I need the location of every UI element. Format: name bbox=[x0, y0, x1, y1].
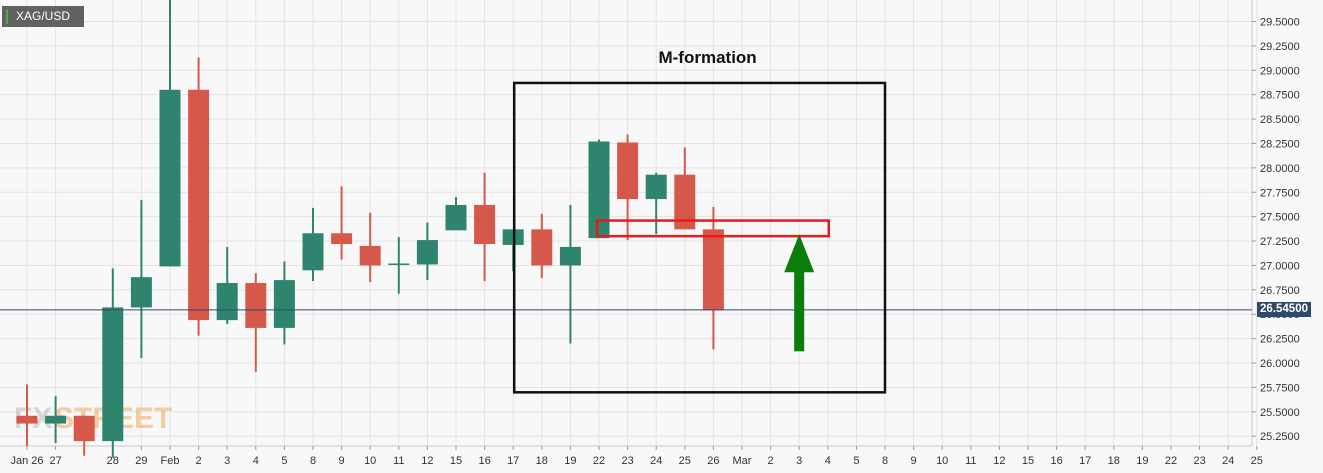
x-tick-label: 24 bbox=[1222, 455, 1234, 467]
y-tick-label: 25.2500 bbox=[1260, 431, 1300, 443]
x-tick-label: 3 bbox=[224, 455, 230, 467]
candle-up bbox=[445, 204, 467, 231]
candle-up bbox=[216, 283, 238, 321]
y-tick-label: 26.0000 bbox=[1260, 358, 1300, 370]
x-tick-label: 19 bbox=[564, 455, 576, 467]
x-tick-label: 12 bbox=[421, 455, 433, 467]
candle-down bbox=[617, 142, 639, 200]
candle-up bbox=[645, 174, 667, 200]
x-tick-label: 4 bbox=[825, 455, 831, 467]
x-tick-label: 17 bbox=[1079, 455, 1091, 467]
neckline-zone bbox=[595, 219, 831, 238]
candle-down bbox=[245, 283, 267, 328]
candle-up bbox=[588, 141, 610, 239]
x-tick-label: 28 bbox=[107, 455, 119, 467]
candle-up bbox=[273, 280, 295, 328]
x-tick-label: 2 bbox=[768, 455, 774, 467]
x-tick-label: 15 bbox=[450, 455, 462, 467]
candle-down bbox=[474, 204, 496, 244]
candle-down bbox=[16, 415, 38, 424]
candle-down bbox=[188, 89, 210, 321]
x-tick-label: 18 bbox=[536, 455, 548, 467]
y-tick-label: 27.2500 bbox=[1260, 236, 1300, 248]
x-tick-label: 5 bbox=[853, 455, 859, 467]
candle-down bbox=[331, 233, 353, 244]
candle-up bbox=[416, 240, 438, 265]
x-tick-label: 15 bbox=[1022, 455, 1034, 467]
symbol-badge[interactable]: XAG/USD bbox=[2, 6, 85, 27]
y-tick-label: 28.2500 bbox=[1260, 138, 1300, 150]
x-tick-label: 29 bbox=[135, 455, 147, 467]
x-tick-label: 11 bbox=[393, 455, 404, 467]
x-tick-label: 27 bbox=[49, 455, 61, 467]
up-arrow-icon bbox=[784, 234, 815, 352]
candle-down bbox=[674, 174, 696, 230]
m-formation-title: M-formation bbox=[658, 48, 756, 67]
candle-up bbox=[130, 277, 152, 308]
candle-down bbox=[73, 415, 95, 442]
x-tick-label: Mar bbox=[733, 455, 752, 467]
candle-down bbox=[531, 229, 553, 266]
x-tick-label: 9 bbox=[911, 455, 917, 467]
candle-up bbox=[102, 307, 124, 442]
y-axis-labels: 25.250025.500025.750026.000026.250026.50… bbox=[1252, 16, 1300, 443]
x-tick-label: 23 bbox=[1193, 455, 1205, 467]
y-tick-label: 29.0000 bbox=[1260, 65, 1300, 77]
candle-up bbox=[302, 233, 324, 271]
x-tick-label: 25 bbox=[1251, 455, 1263, 467]
x-tick-label: 9 bbox=[339, 455, 345, 467]
y-tick-label: 27.7500 bbox=[1260, 187, 1300, 199]
arrow-head bbox=[784, 234, 815, 273]
x-tick-label: 24 bbox=[650, 455, 662, 467]
x-tick-label: 19 bbox=[1136, 455, 1148, 467]
x-tick-label: 12 bbox=[993, 455, 1005, 467]
symbol-label: XAG/USD bbox=[16, 9, 71, 23]
x-tick-label: 16 bbox=[478, 455, 490, 467]
x-tick-label: Jan 26 bbox=[10, 455, 43, 467]
current-price-label: 26.54500 bbox=[1260, 303, 1308, 316]
x-tick-label: Feb bbox=[161, 455, 180, 467]
candle-down bbox=[359, 245, 381, 266]
x-tick-label: 25 bbox=[679, 455, 691, 467]
x-tick-label: 4 bbox=[253, 455, 259, 467]
candle-up bbox=[388, 263, 410, 266]
arrow-shaft bbox=[794, 270, 805, 352]
y-tick-label: 27.0000 bbox=[1260, 260, 1300, 272]
y-tick-label: 28.5000 bbox=[1260, 114, 1300, 126]
x-tick-label: 2 bbox=[196, 455, 202, 467]
x-tick-label: 18 bbox=[1108, 455, 1120, 467]
y-tick-label: 29.5000 bbox=[1260, 16, 1300, 28]
x-tick-label: 3 bbox=[796, 455, 802, 467]
y-tick-label: 29.2500 bbox=[1260, 41, 1300, 53]
x-tick-label: 22 bbox=[1165, 455, 1177, 467]
x-tick-label: 5 bbox=[281, 455, 287, 467]
x-tick-label: 11 bbox=[965, 455, 976, 467]
x-tick-label: 10 bbox=[364, 455, 376, 467]
x-tick-label: 8 bbox=[310, 455, 316, 467]
y-tick-label: 28.7500 bbox=[1260, 90, 1300, 102]
x-tick-label: 17 bbox=[507, 455, 519, 467]
candles-series bbox=[16, 0, 724, 458]
current-price-tag: 26.54500 bbox=[1257, 302, 1311, 318]
y-tick-label: 26.7500 bbox=[1260, 285, 1300, 297]
x-tick-label: 16 bbox=[1050, 455, 1062, 467]
candle-up bbox=[559, 246, 581, 266]
candle-down bbox=[702, 229, 724, 311]
x-tick-label: 8 bbox=[882, 455, 888, 467]
x-tick-label: 26 bbox=[707, 455, 719, 467]
x-tick-label: 22 bbox=[593, 455, 605, 467]
candle-up bbox=[159, 89, 181, 267]
m-formation-box bbox=[512, 81, 887, 394]
candle-up bbox=[45, 415, 67, 424]
y-tick-label: 25.7500 bbox=[1260, 382, 1300, 394]
y-tick-label: 27.5000 bbox=[1260, 212, 1300, 224]
x-tick-label: 23 bbox=[621, 455, 633, 467]
y-tick-label: 25.5000 bbox=[1260, 407, 1300, 419]
y-tick-label: 26.2500 bbox=[1260, 334, 1300, 346]
x-tick-label: 10 bbox=[936, 455, 948, 467]
y-tick-label: 28.0000 bbox=[1260, 163, 1300, 175]
x-axis-labels: Jan 26 27 28 29 Feb 2 3 4 5 8 9 10 11 12 15 16 17 18 19 22 2… bbox=[10, 446, 1263, 467]
